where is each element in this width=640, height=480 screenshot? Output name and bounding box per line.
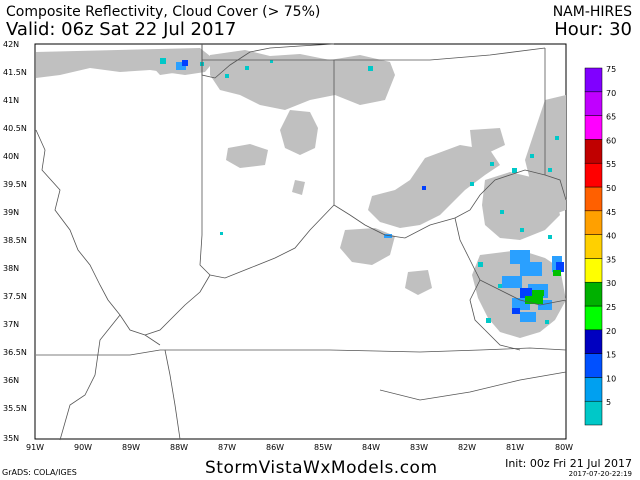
lon-label: 86W: [266, 443, 284, 452]
colorbar-swatch: [584, 258, 603, 283]
lat-label: 38.5N: [3, 236, 27, 245]
lon-label: 81W: [506, 443, 524, 452]
lon-label: 88W: [170, 443, 188, 452]
cloud-cover-layer: [36, 48, 566, 338]
colorbar-label: 25: [606, 303, 616, 312]
colorbar-label: 70: [606, 89, 616, 98]
model-name: NAM-HIRES: [552, 4, 632, 20]
lon-label: 85W: [314, 443, 332, 452]
lat-label: 40N: [3, 152, 19, 161]
lat-label: 37N: [3, 320, 19, 329]
lat-label: 41N: [3, 96, 19, 105]
lon-label: 82W: [458, 443, 476, 452]
colorbar-swatch: [584, 305, 603, 331]
colorbar-swatch: [584, 139, 603, 164]
grads-credit: GrADS: COLA/IGES: [2, 468, 77, 477]
forecast-hour: Hour: 30: [554, 19, 632, 40]
colorbar-swatch: [584, 91, 603, 116]
map-title: Composite Reflectivity, Cloud Cover (> 7…: [6, 4, 321, 20]
colorbar-label: 15: [606, 351, 616, 360]
lon-label: 84W: [362, 443, 380, 452]
lon-label: 90W: [74, 443, 92, 452]
colorbar-label: 60: [606, 136, 616, 145]
lon-label: 87W: [218, 443, 236, 452]
valid-time: Valid: 06z Sat 22 Jul 2017: [6, 19, 237, 40]
lat-label: 35.5N: [3, 404, 27, 413]
lat-label: 40.5N: [3, 124, 27, 133]
lat-label: 39N: [3, 208, 19, 217]
colorbar-label: 55: [606, 160, 616, 169]
lat-label: 39.5N: [3, 180, 27, 189]
lon-label: 91W: [26, 443, 44, 452]
lat-label: 36N: [3, 376, 19, 385]
colorbar-label: 10: [606, 374, 616, 383]
latitude-labels: 42N 41.5N 41N 40.5N 40N 39.5N 39N 38.5N …: [3, 40, 27, 443]
lon-label: 83W: [410, 443, 428, 452]
state-borders: [35, 43, 567, 441]
colorbar-swatch: [584, 377, 603, 402]
lon-label: 80W: [555, 443, 573, 452]
colorbar-label: 75: [606, 65, 616, 74]
colorbar-label: 35: [606, 255, 616, 264]
lat-label: 42N: [3, 40, 19, 49]
longitude-labels: 91W 90W 89W 88W 87W 86W 85W 84W 83W 82W …: [26, 443, 573, 452]
radar-echo-layer: [160, 58, 564, 324]
colorbar-swatch: [584, 115, 603, 140]
colorbar-swatch: [584, 234, 603, 259]
colorbar-swatch: [584, 67, 603, 93]
lat-label: 41.5N: [3, 68, 27, 77]
colorbar-label: 5: [606, 398, 611, 407]
colorbar-swatch: [584, 162, 603, 188]
reflectivity-colorbar: 5 10 15 20 25 30 35 40 45 50 55 60 65 70 75: [584, 65, 616, 426]
init-time: Init: 00z Fri 21 Jul 2017: [505, 457, 632, 470]
colorbar-swatch: [584, 329, 603, 354]
colorbar-swatch: [584, 186, 603, 212]
colorbar-label: 20: [606, 327, 616, 336]
lon-label: 89W: [122, 443, 140, 452]
lat-label: 38N: [3, 264, 19, 273]
colorbar-label: 45: [606, 208, 616, 217]
colorbar-swatch: [584, 353, 603, 378]
generated-stamp: 2017-07-20-22:19: [568, 470, 632, 478]
site-name: StormVistaWxModels.com: [205, 458, 438, 478]
colorbar-swatch: [584, 281, 603, 307]
lat-label: 36.5N: [3, 348, 27, 357]
colorbar-swatch: [584, 210, 603, 235]
colorbar-label: 65: [606, 113, 616, 122]
lat-label: 35N: [3, 434, 19, 443]
colorbar-label: 50: [606, 184, 616, 193]
colorbar-label: 30: [606, 279, 616, 288]
colorbar-label: 40: [606, 232, 616, 241]
lat-label: 37.5N: [3, 292, 27, 301]
colorbar-swatch: [584, 400, 603, 426]
